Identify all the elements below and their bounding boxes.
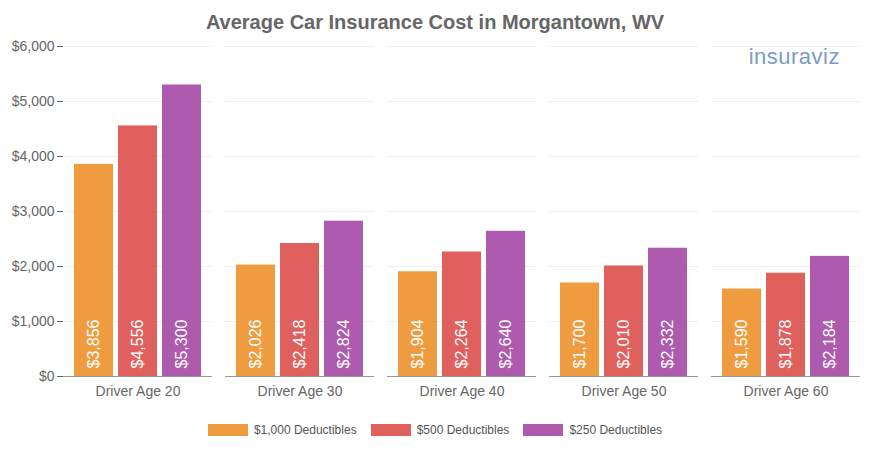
html-text:insuraviz: insuraviz — [748, 44, 840, 69]
svg-text:$1,878: $1,878 — [777, 319, 794, 368]
svg-text:$2,010: $2,010 — [615, 319, 632, 368]
svg-text:$6,000: $6,000 — [12, 38, 55, 54]
svg-text:$4,000: $4,000 — [12, 148, 55, 164]
svg-text:$2,184: $2,184 — [821, 319, 838, 368]
svg-text:$2,640: $2,640 — [497, 319, 514, 368]
svg-text:$3,856: $3,856 — [85, 319, 102, 368]
html-text:$250 Deductibles: $250 Deductibles — [569, 423, 663, 437]
svg-text:$2,824: $2,824 — [335, 319, 352, 368]
svg-text:$2,418: $2,418 — [291, 319, 308, 368]
svg-text:$1,590: $1,590 — [733, 319, 750, 368]
svg-text:$2,026: $2,026 — [247, 319, 264, 368]
svg-text:$2,264: $2,264 — [453, 319, 470, 368]
svg-text:Driver Age 50: Driver Age 50 — [582, 383, 667, 399]
svg-text:$5,300: $5,300 — [173, 319, 190, 368]
svg-text:$5,000: $5,000 — [12, 93, 55, 109]
svg-text:$3,000: $3,000 — [12, 203, 55, 219]
svg-text:Driver Age 20: Driver Age 20 — [96, 383, 181, 399]
svg-text:$0: $0 — [39, 368, 55, 384]
svg-text:$1,904: $1,904 — [409, 319, 426, 368]
html-text:$1,000 Deductibles: $1,000 Deductibles — [253, 423, 357, 437]
html-text:$500 Deductibles: $500 Deductibles — [416, 423, 510, 437]
html-text:Average Car Insurance Cost in: Average Car Insurance Cost in Morgantown… — [205, 11, 665, 33]
svg-text:Driver Age 40: Driver Age 40 — [420, 383, 505, 399]
svg-text:Driver Age 60: Driver Age 60 — [744, 383, 829, 399]
svg-text:$2,000: $2,000 — [12, 258, 55, 274]
svg-text:$1,700: $1,700 — [571, 319, 588, 368]
svg-text:$2,332: $2,332 — [659, 319, 676, 368]
svg-text:$4,556: $4,556 — [129, 319, 146, 368]
svg-text:$1,000: $1,000 — [12, 313, 55, 329]
svg-text:Driver Age 30: Driver Age 30 — [258, 383, 343, 399]
